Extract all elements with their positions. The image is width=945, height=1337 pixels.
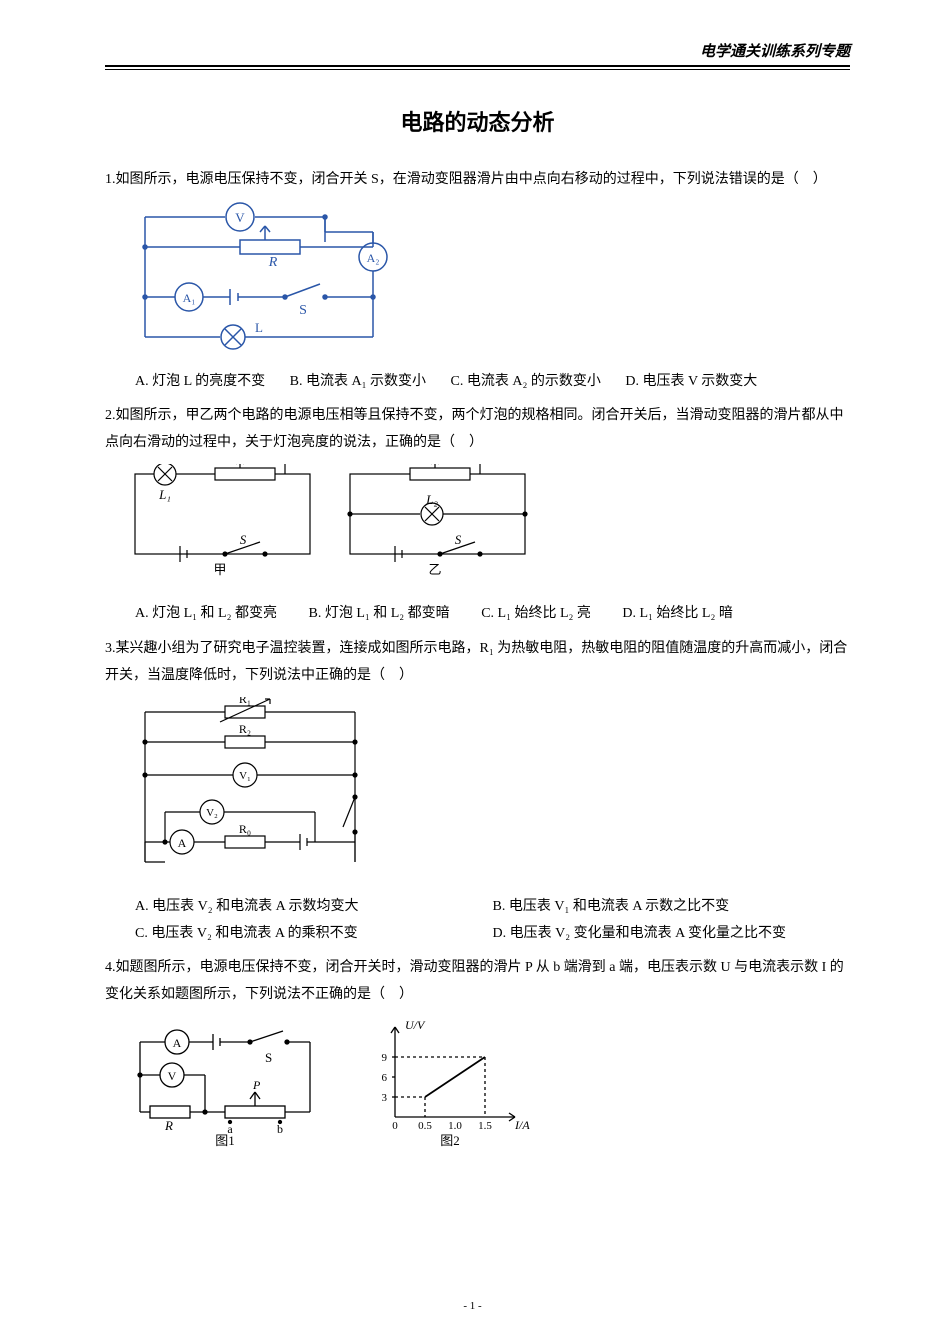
q4-xtick-15: 1.5 bbox=[478, 1120, 492, 1132]
q2-text: 2.如图所示，甲乙两个电路的电源电压相等且保持不变，两个灯泡的规格相同。闭合开关… bbox=[105, 403, 850, 456]
q3-optD: D. 电压表 V₂ 变化量和电流表 A 变化量之比不变 bbox=[493, 921, 851, 948]
q4-xtick-10: 1.0 bbox=[448, 1120, 462, 1132]
q1-options: A. 灯泡 L 的亮度不变 B. 电流表 A₁ 示数变小 C. 电流表 A₂ 的… bbox=[105, 369, 850, 396]
q3-label-r2: R₂ bbox=[239, 722, 251, 736]
q3-label-a: A bbox=[178, 836, 187, 850]
q4-label-s: S bbox=[265, 1050, 272, 1065]
page-number: - 1 - bbox=[0, 1300, 945, 1312]
q4-graph: U/V I/A 3 6 9 0 0.5 1.0 1.5 图2 bbox=[365, 1017, 535, 1147]
q1-optC: C. 电流表 A₂ 的示数变小 bbox=[451, 374, 601, 389]
q4-label-tu2: 图2 bbox=[440, 1133, 460, 1147]
q1-label-v: V bbox=[235, 210, 245, 225]
q4-label-p: P bbox=[252, 1078, 261, 1092]
q4-label-v: V bbox=[168, 1069, 177, 1083]
q3-label-r0: R₀ bbox=[239, 822, 251, 836]
q2-label-l1: L₁ bbox=[158, 487, 171, 502]
q4-circuit-diagram: A V S R P a b 图1 bbox=[125, 1027, 325, 1147]
header-category: 电学通关训练系列专题 bbox=[105, 40, 850, 61]
page-title: 电路的动态分析 bbox=[105, 105, 850, 137]
q4-text: 4.如题图所示，电源电压保持不变，闭合开关时，滑动变阻器的滑片 P 从 b 端滑… bbox=[105, 955, 850, 1008]
q2-optC: C. L₁ 始终比 L₂ 亮 bbox=[481, 606, 591, 621]
q2-label-s2: S bbox=[455, 532, 462, 547]
q3-circuit-diagram: R₁ R₂ V₁ V₂ A R₀ bbox=[125, 697, 850, 882]
q3-optA: A. 电压表 V₂ 和电流表 A 示数均变大 bbox=[135, 894, 493, 921]
q1-text: 1.如图所示，电源电压保持不变，闭合开关 S，在滑动变阻器滑片由中点向右移动的过… bbox=[105, 167, 850, 194]
q4-label-b-term: b bbox=[277, 1122, 283, 1136]
q4-ytick-3: 3 bbox=[382, 1092, 388, 1104]
q4-label-r: R bbox=[164, 1118, 173, 1133]
q2-label-l2: L₂ bbox=[425, 492, 438, 507]
q4-ytick-9: 9 bbox=[382, 1052, 388, 1064]
q3-optC: C. 电压表 V₂ 和电流表 A 的乘积不变 bbox=[135, 921, 493, 948]
header-rule-thin bbox=[105, 69, 850, 70]
q1-label-a2: A₂ bbox=[367, 251, 380, 265]
q3-label-v2: V₂ bbox=[206, 807, 218, 819]
q2-optB: B. 灯泡 L₁ 和 L₂ 都变暗 bbox=[308, 606, 449, 621]
q2-options: A. 灯泡 L₁ 和 L₂ 都变亮 B. 灯泡 L₁ 和 L₂ 都变暗 C. L… bbox=[105, 601, 850, 628]
q1-label-r: R bbox=[268, 255, 278, 270]
q3-options: A. 电压表 V₂ 和电流表 A 示数均变大 B. 电压表 V₁ 和电流表 A … bbox=[105, 894, 850, 947]
q2-circuit-diagram: L₁ S 甲 L₂ bbox=[125, 464, 850, 589]
q4-xtick-0: 0 bbox=[392, 1120, 398, 1132]
q1-label-s: S bbox=[299, 303, 307, 318]
q4-ytick-6: 6 bbox=[382, 1072, 388, 1084]
q1-label-a1: A₁ bbox=[183, 291, 196, 305]
q1-circuit-diagram: V R A₁ A₂ S L bbox=[125, 202, 850, 357]
q2-optA: A. 灯泡 L₁ 和 L₂ 都变亮 bbox=[135, 606, 277, 621]
q1-optA: A. 灯泡 L 的亮度不变 bbox=[135, 374, 265, 389]
q4-label-a: A bbox=[173, 1036, 182, 1050]
q3-label-r1: R₁ bbox=[239, 697, 251, 706]
q2-label-jia: 甲 bbox=[213, 562, 226, 577]
q2-label-s1: S bbox=[240, 532, 247, 547]
q1-label-l: L bbox=[255, 320, 263, 335]
q4-label-tu1: 图1 bbox=[215, 1133, 235, 1147]
q3-optB: B. 电压表 V₁ 和电流表 A 示数之比不变 bbox=[493, 894, 851, 921]
q2-optD: D. L₁ 始终比 L₂ 暗 bbox=[622, 606, 732, 621]
q2-label-yi: 乙 bbox=[428, 562, 441, 577]
q4-xtick-05: 0.5 bbox=[418, 1120, 432, 1132]
q4-graph-xlabel: I/A bbox=[514, 1118, 530, 1132]
q3-text: 3.某兴趣小组为了研究电子温控装置，连接成如图所示电路，R₁ 为热敏电阻，热敏电… bbox=[105, 636, 850, 689]
q3-label-v1: V₁ bbox=[239, 770, 251, 782]
q1-optD: D. 电压表 V 示数变大 bbox=[625, 374, 757, 389]
header-rule-thick bbox=[105, 65, 850, 67]
q4-diagram-row: A V S R P a b 图1 bbox=[125, 1017, 850, 1147]
q1-optB: B. 电流表 A₁ 示数变小 bbox=[290, 374, 426, 389]
q4-graph-ylabel: U/V bbox=[405, 1018, 426, 1032]
